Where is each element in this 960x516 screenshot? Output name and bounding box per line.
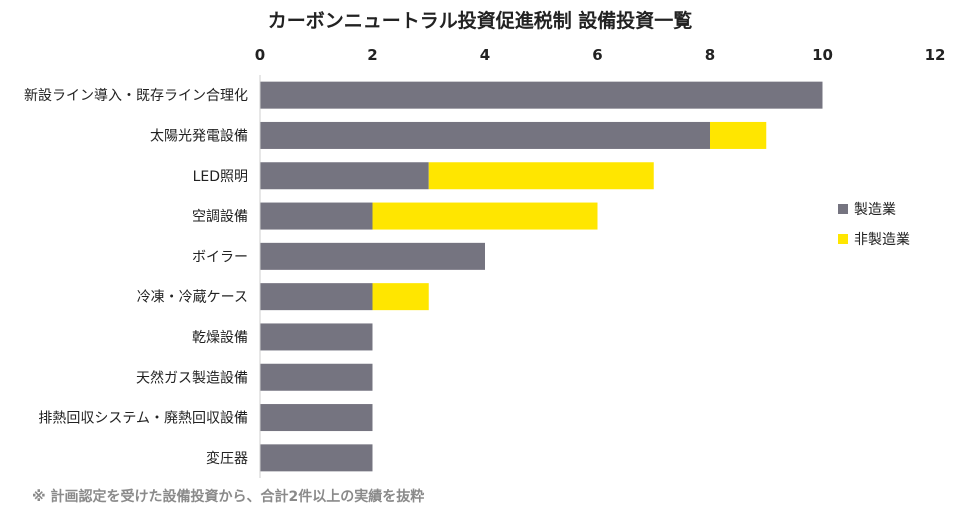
bar-manufacturing xyxy=(260,363,373,391)
bar-manufacturing xyxy=(260,242,485,270)
legend-item-manufacturing: 製造業 xyxy=(838,194,910,224)
category-label: 排熱回収システム・廃熱回収設備 xyxy=(38,410,248,427)
x-tick-label: 2 xyxy=(367,46,377,64)
chart-title: カーボンニュートラル投資促進税制 設備投資一覧 xyxy=(267,10,693,32)
bars xyxy=(260,81,823,472)
x-tick-label: 10 xyxy=(812,46,833,64)
bar-manufacturing xyxy=(260,444,373,472)
x-tick-label: 0 xyxy=(255,46,265,64)
category-label: 太陽光発電設備 xyxy=(150,128,248,144)
x-tick-label: 12 xyxy=(925,46,946,64)
bar-manufacturing xyxy=(260,81,823,109)
legend-label-non-manufacturing: 非製造業 xyxy=(854,232,910,248)
bar-manufacturing xyxy=(260,121,710,149)
category-label: LED照明 xyxy=(193,169,248,185)
legend-swatch-non-manufacturing xyxy=(838,234,848,244)
bar-non-manufacturing xyxy=(372,283,429,311)
x-tick-label: 8 xyxy=(705,46,715,64)
bar-manufacturing xyxy=(260,283,373,311)
legend-swatch-manufacturing xyxy=(838,204,848,214)
bar-manufacturing xyxy=(260,404,373,432)
legend-label-manufacturing: 製造業 xyxy=(854,202,896,218)
category-label: 天然ガス製造設備 xyxy=(136,369,248,386)
category-label: 変圧器 xyxy=(206,450,248,467)
category-label: 冷凍・冷蔵ケース xyxy=(137,290,248,306)
bar-manufacturing xyxy=(260,162,429,190)
footnote: ※ 計画認定を受けた設備投資から、合計2件以上の実績を抜粋 xyxy=(32,489,425,505)
bar-non-manufacturing xyxy=(428,162,654,190)
category-label: ボイラー xyxy=(192,249,248,265)
legend: 製造業 非製造業 xyxy=(838,194,910,254)
legend-item-non-manufacturing: 非製造業 xyxy=(838,224,910,254)
category-label: 空調設備 xyxy=(192,209,248,225)
x-tick-label: 4 xyxy=(480,46,490,64)
bar-manufacturing xyxy=(260,202,373,230)
bar-non-manufacturing xyxy=(372,202,598,230)
bar-manufacturing xyxy=(260,323,373,351)
category-label: 新設ライン導入・既存ライン合理化 xyxy=(24,88,248,104)
x-tick-label: 6 xyxy=(592,46,602,64)
category-label: 乾燥設備 xyxy=(192,330,248,346)
bar-non-manufacturing xyxy=(710,121,767,149)
x-axis-ticks: 0 2 4 6 8 10 12 xyxy=(255,46,946,64)
